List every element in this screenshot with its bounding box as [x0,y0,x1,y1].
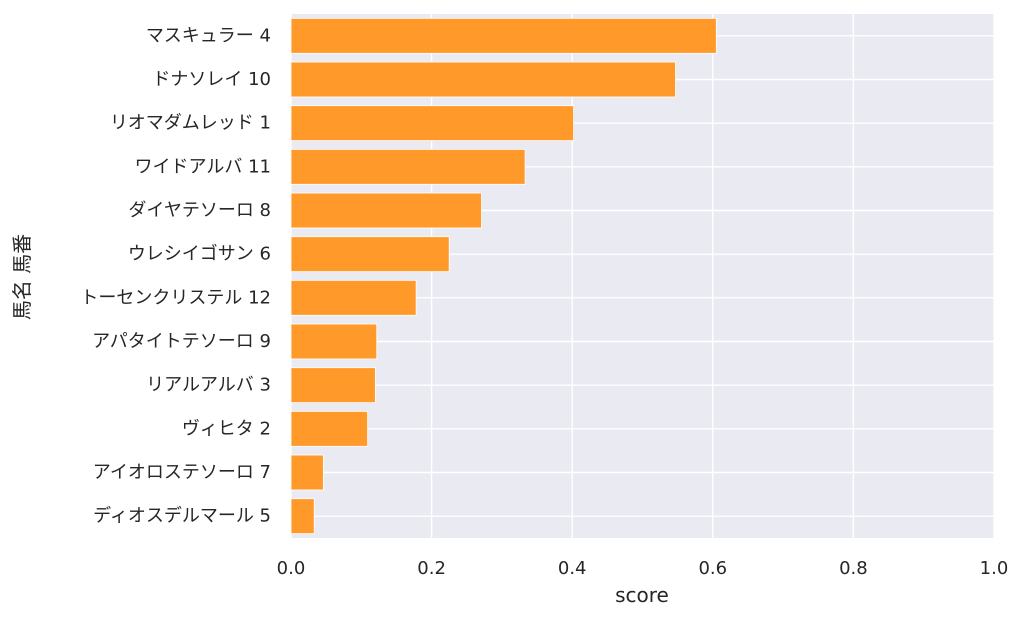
x-axis-label: score [615,583,669,607]
bar [290,279,417,316]
bar [290,498,315,535]
x-tick-label: 0.8 [839,558,868,579]
y-tick-label: ディオスデルマール 5 [93,506,271,527]
plot-area [291,14,994,538]
x-tick-label: 0.0 [277,558,306,579]
x-tick-labels: 0.0 0.2 0.4 0.6 0.8 1.0 [277,558,1009,579]
bar [290,192,482,229]
y-tick-label: ヴィヒタ 2 [182,418,271,439]
bar [290,105,575,142]
y-tick-label: マスキュラー 4 [146,25,271,46]
bar [290,323,378,360]
bar [290,17,717,54]
x-tick-label: 0.4 [558,558,587,579]
y-tick-label: リオマダムレッド 1 [110,113,271,134]
y-tick-label: リアルアルバ 3 [146,375,271,396]
y-tick-label: アパタイトテソーロ 9 [92,331,271,352]
y-tick-label: ウレシイゴサン 6 [128,244,271,265]
y-tick-label: トーセンクリステル 12 [80,287,271,308]
bar [290,61,676,98]
y-tick-label: ワイドアルバ 11 [135,156,271,177]
y-axis-label: 馬名 馬番 [10,234,34,320]
bar [290,454,324,491]
y-tick-labels: マスキュラー 4 ドナソレイ 10 リオマダムレッド 1 ワイドアルバ 11 ダイヤテソ… [80,25,271,526]
x-tick-label: 0.2 [417,558,446,579]
bar [290,367,376,404]
bar [290,236,450,273]
bar [290,410,369,447]
x-tick-label: 0.6 [698,558,727,579]
y-tick-label: アイオロステソーロ 7 [93,462,271,483]
x-tick-label: 1.0 [980,558,1009,579]
y-tick-label: ダイヤテソーロ 8 [128,200,271,221]
y-tick-label: ドナソレイ 10 [152,69,271,90]
bar [290,148,526,185]
bars [290,17,717,535]
